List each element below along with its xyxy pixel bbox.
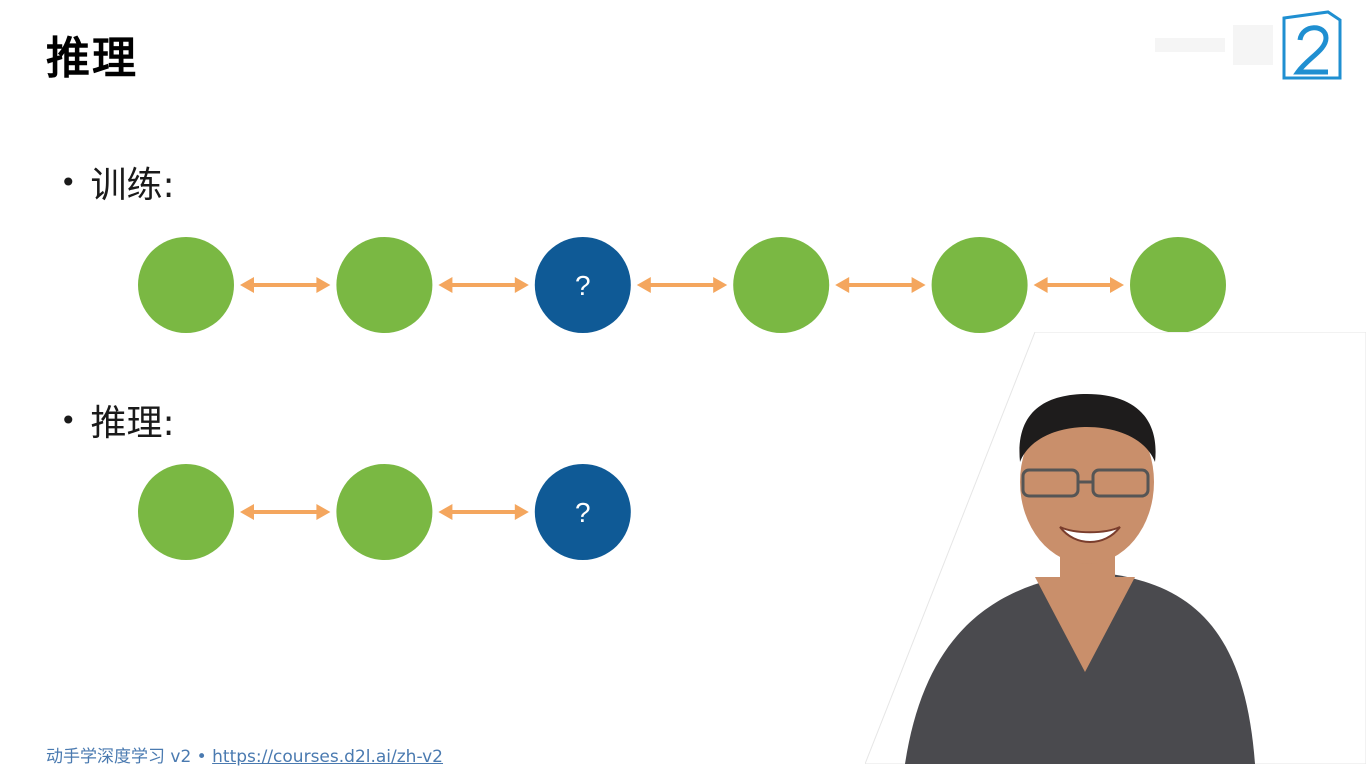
- bullet-dot: •: [60, 403, 77, 437]
- footer: 动手学深度学习 v2 • https://courses.d2l.ai/zh-v…: [46, 742, 443, 767]
- watermark-logo: [1155, 25, 1273, 65]
- footer-course: 动手学深度学习 v2 •: [46, 747, 213, 767]
- arrow-head-icon: [1110, 277, 1124, 293]
- unknown-node: [534, 237, 631, 333]
- observed-node: [138, 237, 234, 333]
- inference-chain: ?: [138, 464, 631, 560]
- arrow-head-icon: [713, 277, 728, 293]
- bullet-inference-label: 推理:: [90, 403, 175, 444]
- observed-node: [336, 464, 433, 560]
- node-label: ?: [575, 497, 591, 528]
- observed-node: [733, 237, 830, 333]
- bullet-training: • 训练:: [60, 156, 175, 208]
- observed-node: [1130, 237, 1226, 333]
- presenter-figure: [905, 394, 1255, 764]
- arrow-head-icon: [240, 277, 254, 293]
- slide-title: 推理: [46, 33, 138, 84]
- arrow-head-icon: [636, 277, 651, 293]
- bullet-dot: •: [60, 165, 77, 199]
- arrow-head-icon: [316, 277, 331, 293]
- arrow-head-icon: [240, 504, 254, 520]
- arrow-head-icon: [438, 504, 453, 520]
- observed-node: [336, 237, 433, 333]
- arrow-head-icon: [438, 277, 453, 293]
- unknown-node: [534, 464, 631, 560]
- presenter-video-panel: [865, 332, 1366, 764]
- arrow-head-icon: [911, 277, 926, 293]
- arrow-head-icon: [316, 504, 331, 520]
- training-chain: ?: [138, 237, 1226, 333]
- node-label: ?: [575, 270, 591, 301]
- bullet-training-label: 训练:: [90, 165, 175, 206]
- arrow-head-icon: [514, 277, 529, 293]
- bullet-inference: • 推理:: [60, 394, 175, 446]
- arrow-head-icon: [514, 504, 529, 520]
- arrow-head-icon: [1033, 277, 1048, 293]
- footer-link[interactable]: https://courses.d2l.ai/zh-v2: [212, 747, 444, 767]
- d2l-logo-icon: [1282, 10, 1342, 80]
- observed-node: [138, 464, 234, 560]
- observed-node: [931, 237, 1028, 333]
- arrow-head-icon: [835, 277, 850, 293]
